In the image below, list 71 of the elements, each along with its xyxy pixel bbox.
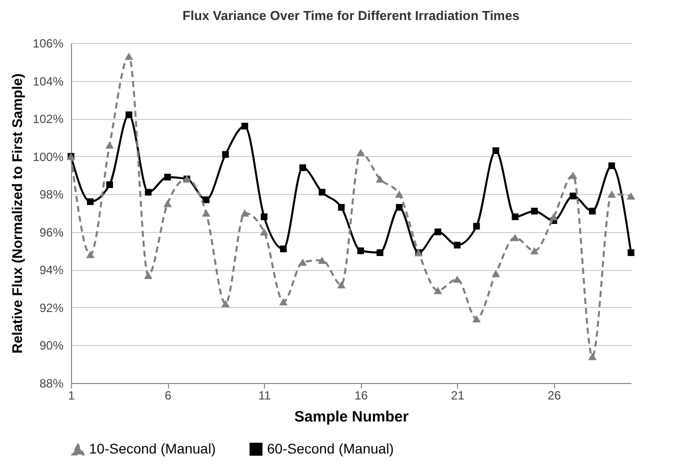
y-tick-label: 104% (32, 74, 64, 88)
point (202, 196, 210, 204)
point (396, 204, 403, 211)
y-tick-label: 106% (32, 36, 64, 50)
y-tick-label: 102% (32, 112, 64, 126)
point (260, 213, 268, 220)
point (260, 228, 268, 236)
point (589, 208, 596, 214)
x-tick-label: 21 (451, 388, 465, 402)
y-tick-label: 96% (39, 225, 64, 240)
point (628, 249, 634, 256)
point (510, 234, 520, 242)
x-tick-label: 16 (354, 388, 368, 402)
point (338, 204, 345, 211)
point (222, 151, 229, 158)
x-axis-title: Sample Number (294, 408, 409, 426)
point (472, 315, 481, 322)
point (144, 272, 152, 279)
point (124, 52, 134, 60)
point (318, 188, 326, 196)
point (376, 249, 384, 256)
point (221, 300, 230, 308)
point (241, 122, 248, 130)
point (279, 298, 288, 306)
y-tick-label: 90% (39, 338, 64, 353)
point (626, 192, 636, 200)
point (105, 141, 114, 149)
y-tick-label: 98% (39, 188, 64, 202)
x-tick-label: 1 (68, 388, 76, 402)
point (492, 270, 500, 278)
y-tick-label: 92% (39, 300, 64, 315)
point (202, 209, 210, 217)
x-tick-label: 26 (548, 388, 562, 402)
point (337, 281, 346, 288)
chart-title: Flux Variance Over Time for Different Irradiation Times (182, 8, 520, 23)
point (164, 174, 171, 180)
point (357, 247, 364, 254)
point (163, 200, 172, 208)
point (512, 213, 518, 220)
point (531, 208, 538, 214)
point (434, 286, 442, 294)
point (588, 352, 597, 360)
point (492, 147, 500, 154)
point (318, 256, 326, 264)
y-axis-title: Relative Flux (Normalized to First Sample) (8, 73, 25, 354)
legend-label: 10-Second (Manual) (89, 440, 216, 457)
point (550, 213, 558, 220)
point (86, 250, 94, 258)
y-tick-label: 100% (32, 150, 64, 164)
x-tick-label: 11 (258, 388, 272, 402)
point (608, 162, 616, 170)
point (454, 242, 461, 248)
point (299, 164, 306, 172)
point (106, 181, 113, 188)
point (280, 246, 287, 252)
x-tick-label: 6 (164, 388, 172, 402)
point (530, 247, 539, 254)
point (86, 198, 94, 206)
point (356, 148, 365, 156)
point (608, 190, 616, 198)
point (473, 222, 480, 230)
point (126, 111, 132, 118)
y-tick-label: 94% (39, 263, 64, 278)
point (376, 175, 384, 183)
legend-label: 60-Second (Manual) (267, 440, 394, 456)
point (434, 228, 442, 236)
point (144, 188, 152, 196)
point (240, 209, 249, 217)
point (570, 192, 576, 200)
point (395, 190, 404, 198)
y-tick-label: 88% (39, 376, 64, 390)
